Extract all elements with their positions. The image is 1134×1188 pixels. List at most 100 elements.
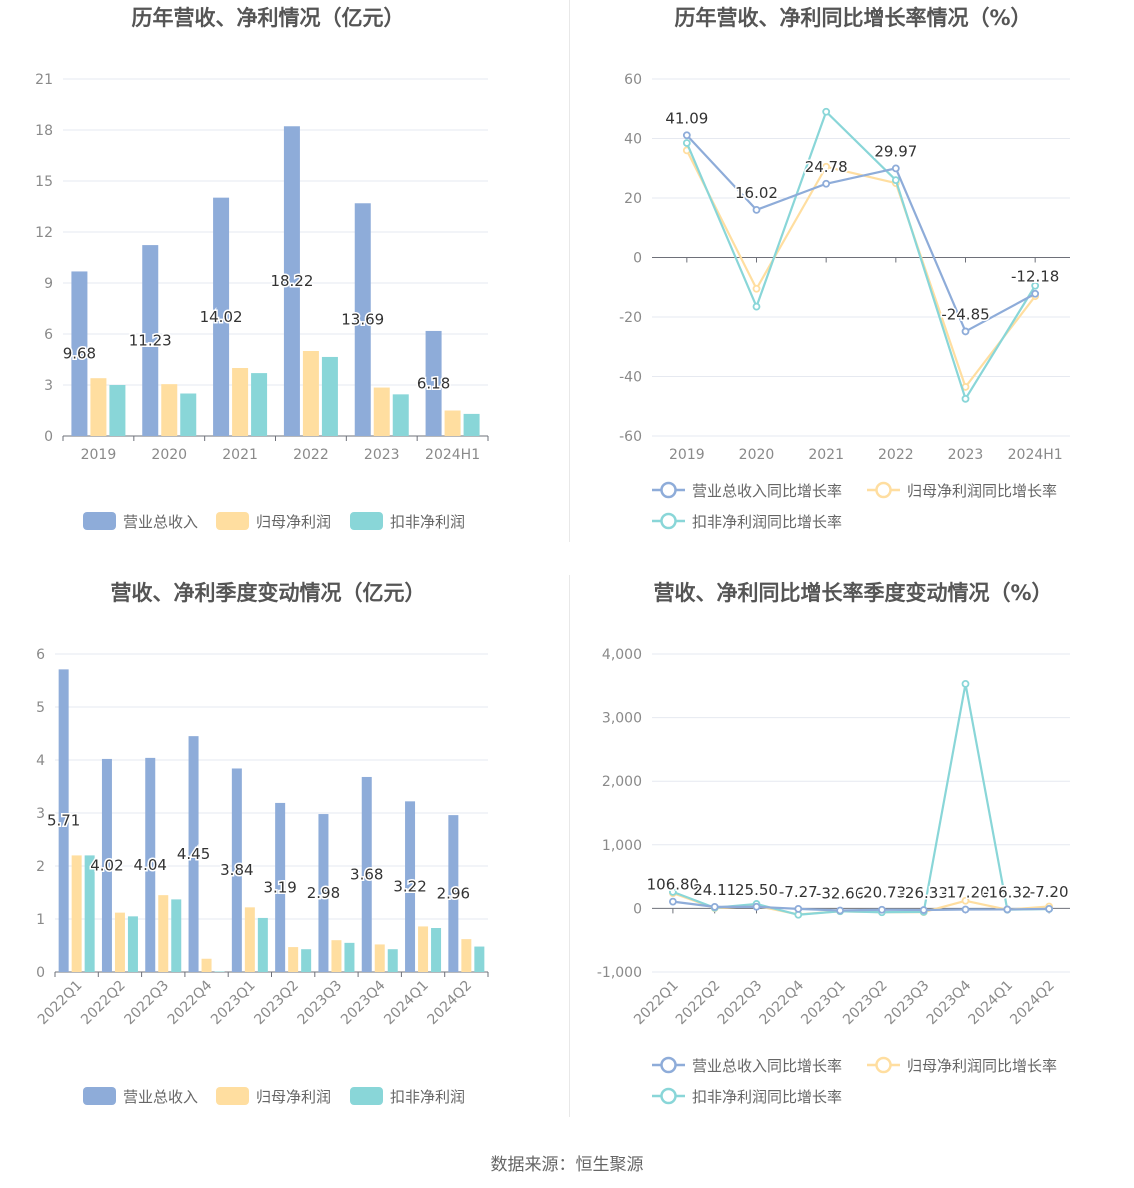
- x-tick-label: 2023: [364, 447, 400, 463]
- point-revenue-growth: [919, 906, 928, 914]
- point-revenue-growth: [877, 905, 886, 914]
- x-tick-label: 2024Q1: [966, 978, 1017, 1029]
- bar-deducted-profit: [127, 916, 138, 972]
- bar-revenue: [448, 815, 459, 972]
- bar-deducted-profit: [301, 949, 312, 972]
- data-label: -32.66: [816, 884, 864, 902]
- x-tick-label: 2024H1: [1008, 447, 1063, 463]
- data-label: 3.68: [350, 865, 383, 883]
- point-net-profit-growth: [822, 162, 831, 171]
- y-tick-label: 9: [44, 276, 53, 292]
- data-label: 6.18: [417, 374, 450, 392]
- y-tick-label: 4,000: [602, 647, 642, 663]
- x-tick-label: 2024Q1: [381, 978, 432, 1029]
- x-tick-label: 2022Q1: [631, 978, 682, 1029]
- y-tick-label: 60: [624, 72, 642, 88]
- bar-revenue: [188, 736, 199, 972]
- line-revenue-growth: [686, 134, 1036, 333]
- bar-deducted-profit: [180, 393, 197, 436]
- annual-growth-chart-panel: 历年营收、净利同比增长率情况（%） -60 -40 -20 0 20 40 60 2019 202…: [567, 0, 1134, 575]
- data-label: 4.02: [90, 856, 123, 874]
- point-deducted-profit-growth: [1031, 281, 1040, 290]
- bar-net-profit: [288, 947, 299, 972]
- bar-net-profit: [158, 895, 169, 972]
- point-revenue-growth: [1003, 905, 1012, 914]
- bar-deducted-profit: [431, 928, 442, 972]
- y-tick-label: -40: [619, 370, 642, 386]
- x-tick-label: 2022Q3: [715, 978, 766, 1029]
- point-revenue-growth: [752, 205, 761, 214]
- bar-revenue: [425, 330, 442, 436]
- y-tick-label: -20: [619, 310, 642, 326]
- y-tick-label: 3,000: [602, 711, 642, 727]
- data-label: 3.84: [220, 861, 253, 879]
- y-tick-label: 40: [624, 132, 642, 148]
- data-label: 5.71: [47, 812, 80, 830]
- point-revenue-growth: [1031, 289, 1040, 298]
- legend-swatch: [216, 1087, 249, 1105]
- x-tick-label: 2021: [808, 447, 844, 463]
- legend-label: 扣非净利润: [390, 1088, 465, 1106]
- data-label: 3.22: [393, 878, 426, 896]
- legend-marker: [660, 1056, 677, 1074]
- bar-deducted-profit: [109, 385, 126, 436]
- point-revenue-growth: [961, 327, 970, 336]
- annual-growth-chart: 历年营收、净利同比增长率情况（%） -60 -40 -20 0 20 40 60 2019 202…: [619, 6, 1070, 531]
- legend-marker: [660, 512, 677, 530]
- x-tick-label: 2023Q2: [251, 978, 302, 1029]
- x-tick-label: 2022Q2: [673, 978, 724, 1029]
- point-revenue-growth: [752, 902, 761, 911]
- bar-net-profit: [232, 368, 249, 436]
- legend-label: 营业总收入同比增长率: [692, 1057, 842, 1075]
- legend-label: 扣非净利润: [390, 513, 465, 531]
- bar-net-profit: [201, 958, 212, 972]
- point-revenue-growth: [822, 179, 831, 188]
- x-tick-label: 2022Q3: [121, 978, 172, 1029]
- point-revenue-growth: [682, 131, 691, 140]
- data-label: -16.32: [983, 883, 1031, 901]
- data-label: 4.45: [177, 845, 210, 863]
- point-deducted-profit-growth: [682, 139, 691, 147]
- y-tick-label: 0: [36, 965, 45, 981]
- data-label: 29.97: [874, 142, 917, 160]
- data-label: 9.68: [63, 345, 96, 363]
- x-tick-label: 2022Q4: [757, 977, 808, 1028]
- x-tick-label: 2023Q1: [798, 978, 849, 1029]
- point-revenue-growth: [891, 164, 900, 173]
- bar-revenue: [213, 197, 230, 436]
- point-revenue-growth: [710, 902, 719, 911]
- legend-label: 扣非净利润同比增长率: [692, 1088, 842, 1106]
- x-tick-label: 2022: [293, 447, 329, 463]
- y-tick-label: 18: [35, 123, 53, 139]
- bar-net-profit: [90, 378, 107, 436]
- x-tick-label: 2022Q1: [35, 978, 86, 1029]
- bar-deducted-profit: [214, 971, 225, 972]
- quarterly-growth-chart: 营收、净利同比增长率季度变动情况（%） -1,000 0 1,000 2,000 3,00…: [597, 581, 1070, 1106]
- chart-title: 历年营收、净利情况（亿元）: [132, 6, 405, 30]
- chart-title: 营收、净利季度变动情况（亿元）: [111, 581, 426, 605]
- bar-net-profit: [444, 410, 461, 436]
- x-tick-label: 2019: [81, 447, 117, 463]
- x-tick-label: 2022Q4: [165, 977, 216, 1028]
- point-revenue-growth: [794, 904, 803, 913]
- data-label: 14.02: [200, 308, 243, 326]
- legend-marker: [660, 481, 677, 499]
- bar-deducted-profit: [251, 373, 268, 436]
- x-tick-label: 2022: [878, 447, 914, 463]
- bar-deducted-profit: [171, 899, 182, 972]
- legend-label: 营业总收入: [123, 1088, 198, 1106]
- point-revenue-growth: [961, 905, 970, 914]
- bar-revenue: [71, 271, 88, 436]
- bar-net-profit: [374, 944, 385, 972]
- y-tick-label: 2,000: [602, 774, 642, 790]
- bar-revenue: [361, 776, 372, 972]
- point-net-profit-growth: [961, 896, 970, 905]
- data-source-note: 数据来源：恒生聚源: [490, 1155, 644, 1175]
- bar-net-profit: [418, 926, 429, 972]
- legend-swatch: [350, 512, 383, 530]
- bar-deducted-profit: [321, 356, 338, 436]
- bar-net-profit: [244, 907, 255, 972]
- y-tick-label: 6: [44, 327, 53, 343]
- legend-label: 营业总收入同比增长率: [692, 482, 842, 500]
- quarterly-growth-chart-panel: 营收、净利同比增长率季度变动情况（%） -1,000 0 1,000 2,000 3,00…: [567, 575, 1134, 1150]
